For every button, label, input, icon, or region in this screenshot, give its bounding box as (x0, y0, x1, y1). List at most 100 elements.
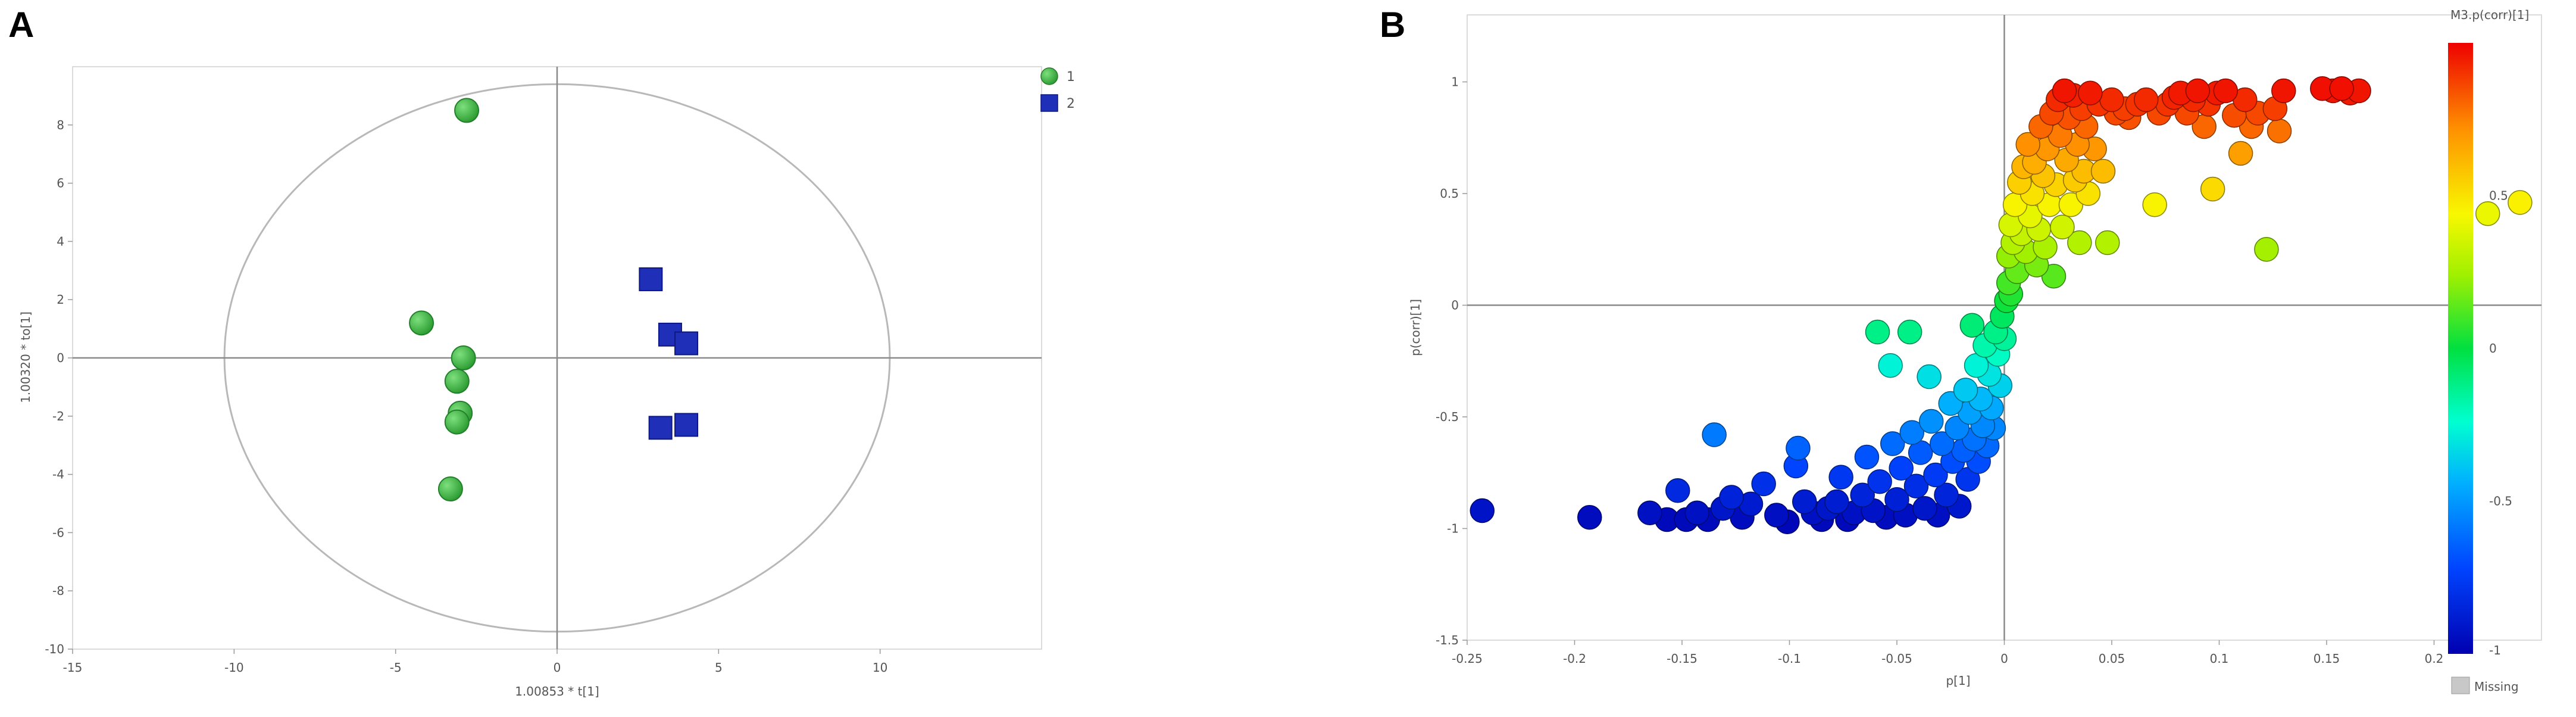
variable-point (2052, 78, 2077, 104)
x-tick-label: -0.05 (1881, 651, 1912, 666)
variable-point (2213, 78, 2239, 104)
score-point-group-2 (648, 416, 673, 440)
legend-marker-group-2 (1040, 94, 1058, 112)
variable-point (2078, 80, 2103, 105)
score-point-group-1 (409, 310, 434, 336)
colorbar-missing-label: Missing (2474, 679, 2519, 694)
panel-label-b: B (1380, 5, 1405, 45)
variable-point (1953, 378, 1978, 403)
legend-label-group-1: 1 (1067, 70, 1075, 85)
variable-point (2142, 192, 2167, 217)
colorbar-tick-label: 0 (2489, 341, 2497, 356)
variable-point (1923, 462, 1948, 488)
variable-point (2095, 230, 2120, 255)
x-tick-label: -5 (390, 660, 402, 675)
score-point-group-2 (639, 267, 663, 291)
x-tick-label: 0.1 (2210, 651, 2229, 666)
panel-a-x-axis-label: 1.00853 * t[1] (515, 684, 599, 699)
variable-point (2254, 237, 2279, 262)
variable-point (2050, 214, 2075, 239)
variable-point (2134, 87, 2159, 113)
variable-point (1751, 471, 1776, 497)
variable-point (2475, 201, 2500, 226)
variable-point (1889, 456, 1914, 481)
panel-a-score-plot: -15 -10 -5 0 5 10 -10 -8 -6 -4 -2 0 2 4 6 8 1.00853 * … (18, 66, 1075, 699)
score-point-group-1 (437, 476, 463, 502)
y-tick-label: -8 (52, 584, 64, 598)
variable-point (1850, 482, 1875, 507)
panel-label-a: A (8, 5, 34, 45)
variable-point (2508, 190, 2533, 215)
variable-point (1880, 431, 1905, 456)
score-point-group-2 (674, 413, 699, 437)
variable-point (2329, 76, 2355, 101)
legend-marker-group-1 (1040, 67, 1058, 85)
variable-point (1912, 496, 1937, 521)
panel-b-s-plot: -0.25 -0.2 -0.15 -0.1 -0.05 0 0.05 0.1 0.15 0.2 -… (1408, 8, 2542, 694)
colorbar-tick-label: 0.5 (2489, 189, 2508, 203)
variable-point (1934, 482, 1959, 507)
x-tick-label: -0.15 (1667, 651, 1697, 666)
score-point-group-1 (451, 345, 476, 370)
y-tick-label: 2 (57, 292, 64, 307)
variable-point (1899, 420, 1925, 445)
x-tick-label: -0.25 (1452, 651, 1483, 666)
x-tick-label: 5 (715, 660, 723, 675)
panel-a-y-axis-label: 1.00320 * to[1] (18, 311, 33, 403)
variable-point (1884, 487, 1909, 512)
x-tick-label: -0.1 (1778, 651, 1801, 666)
variable-point (2271, 78, 2296, 104)
variable-point (1828, 465, 1853, 490)
colorbar-title: M3.p(corr)[1] (2450, 8, 2529, 22)
y-tick-label: -2 (52, 409, 64, 423)
variable-point (2266, 119, 2292, 144)
panel-b-y-axis-label: p(corr)[1] (1408, 299, 1423, 356)
y-tick-label: -1.5 (1436, 633, 1459, 647)
colorbar-missing-swatch (2451, 677, 2470, 694)
variable-point (1684, 500, 1710, 525)
variable-point (1959, 313, 1985, 338)
colorbar-tick-label: -1 (2489, 643, 2501, 657)
y-tick-label: -0.5 (1436, 410, 1459, 424)
variable-point (1577, 505, 1602, 530)
y-tick-label: -4 (52, 467, 64, 482)
variable-point (1786, 435, 1811, 461)
x-tick-label: 0.05 (2099, 651, 2125, 666)
x-tick-label: -15 (63, 660, 83, 675)
panel-a-legend: 1 2 (1040, 67, 1075, 112)
panel-b-colorbar: M3.p(corr)[1] -1 -0.5 0 0.5 Missing (2448, 8, 2529, 694)
score-point-group-1 (444, 369, 470, 394)
variable-point (2015, 132, 2040, 157)
variable-point (1878, 353, 1903, 378)
x-tick-label: 0 (2000, 651, 2008, 666)
variable-point (1665, 478, 1690, 503)
x-tick-label: -0.2 (1563, 651, 1586, 666)
colorbar-gradient (2448, 43, 2473, 654)
y-tick-label: 6 (57, 176, 64, 191)
variable-point (2228, 141, 2253, 166)
y-tick-label: 4 (57, 234, 64, 248)
x-tick-label: -10 (224, 660, 244, 675)
y-tick-label: 8 (57, 118, 64, 132)
score-point-group-1 (454, 98, 480, 123)
variable-point (1719, 485, 1744, 510)
variable-point (2200, 176, 2225, 202)
variable-point (1903, 473, 1929, 498)
variable-point (1824, 489, 1849, 515)
variable-point (1637, 500, 1662, 525)
x-tick-label: 0 (554, 660, 561, 675)
y-tick-label: -1 (1447, 522, 1459, 536)
variable-point (1919, 409, 1944, 434)
x-tick-label: 0.2 (2425, 651, 2444, 666)
variable-point (1897, 319, 1922, 345)
variable-point (2090, 158, 2116, 184)
variable-point (1764, 503, 1789, 528)
variable-point (2185, 78, 2211, 104)
variable-point (2099, 87, 2124, 113)
variable-point (1792, 489, 1817, 515)
variable-point (1865, 319, 1890, 345)
variable-point (1867, 469, 1892, 494)
variable-point (1470, 498, 1495, 523)
variable-point (1930, 431, 1955, 456)
variable-point (1917, 364, 1942, 389)
